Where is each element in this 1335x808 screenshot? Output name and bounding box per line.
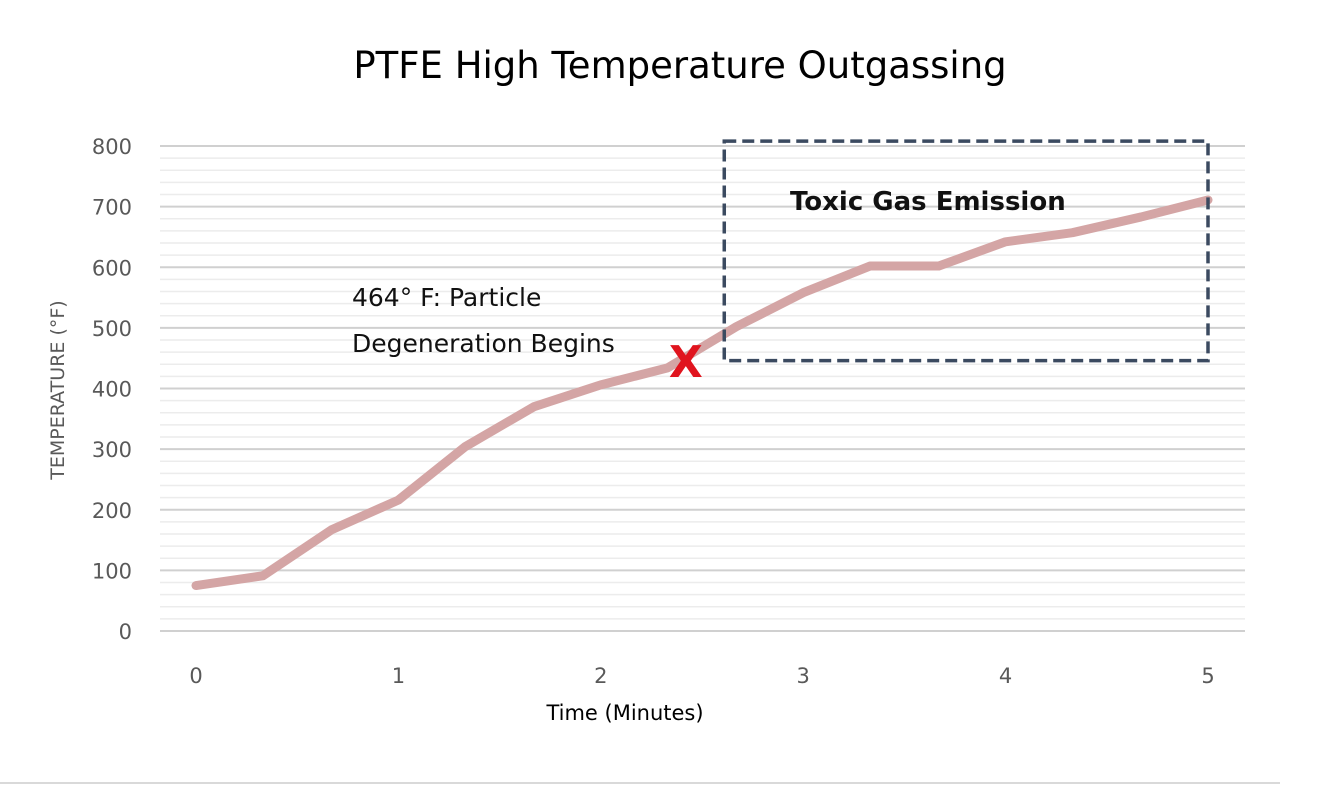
x-tick-label: 3 bbox=[797, 664, 810, 688]
y-tick-label: 200 bbox=[92, 499, 132, 523]
degeneration-marker-x: X bbox=[669, 337, 703, 388]
y-axis-label: TEMPERATURE (°F) bbox=[47, 300, 69, 480]
y-tick-label: 300 bbox=[92, 438, 132, 462]
y-tick-label: 100 bbox=[92, 559, 132, 583]
y-tick-label: 600 bbox=[92, 256, 132, 280]
temperature-line bbox=[191, 195, 1213, 591]
y-tick-labels: 0 100 200 300 400 500 600 700 800 bbox=[92, 135, 132, 644]
x-tick-label: 0 bbox=[189, 664, 202, 688]
x-tick-labels: 0 1 2 3 4 5 bbox=[189, 664, 1214, 688]
x-tick-label: 4 bbox=[999, 664, 1012, 688]
y-tick-label: 500 bbox=[92, 317, 132, 341]
marker-label-line2: Degeneration Begins bbox=[352, 329, 615, 358]
marker-label-line1: 464° F: Particle bbox=[352, 283, 541, 312]
x-axis-label: Time (Minutes) bbox=[545, 701, 703, 725]
toxic-gas-label: Toxic Gas Emission bbox=[790, 187, 1066, 217]
grid bbox=[160, 145, 1245, 632]
x-tick-label: 5 bbox=[1201, 664, 1214, 688]
y-tick-label: 700 bbox=[92, 196, 132, 220]
toxic-gas-region-box bbox=[722, 139, 1210, 363]
x-tick-label: 1 bbox=[392, 664, 405, 688]
y-tick-label: 0 bbox=[119, 620, 132, 644]
x-tick-label: 2 bbox=[594, 664, 607, 688]
chart-title: PTFE High Temperature Outgassing bbox=[353, 44, 1006, 87]
y-tick-label: 800 bbox=[92, 135, 132, 159]
y-tick-label: 400 bbox=[92, 378, 132, 402]
series bbox=[191, 195, 1213, 591]
